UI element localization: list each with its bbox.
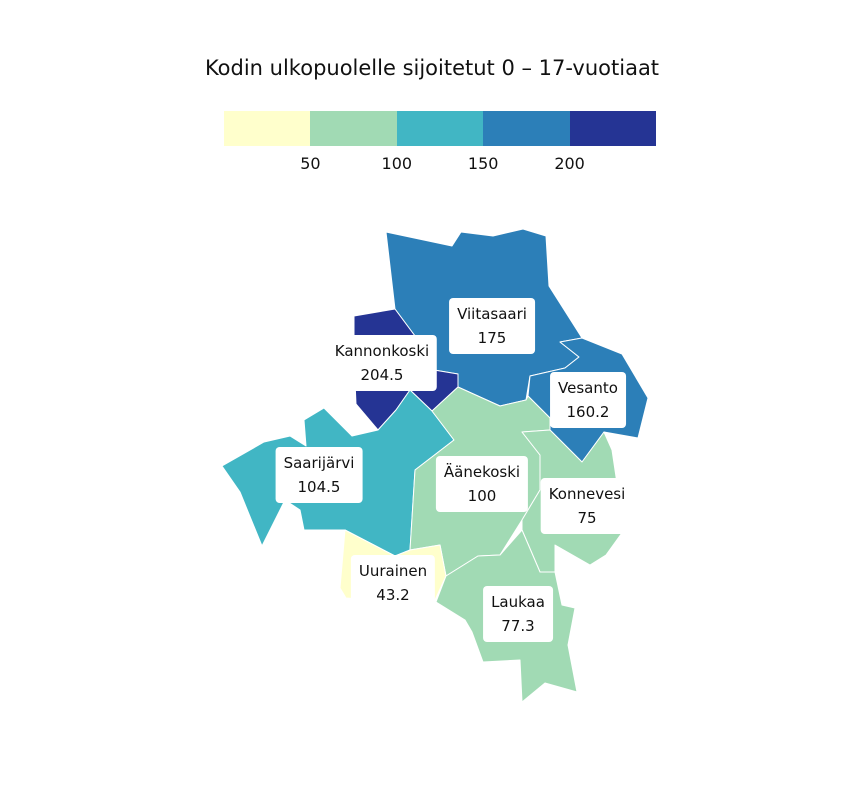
legend-tick-150: 150 <box>467 154 499 173</box>
label-konnevesi: Konnevesi 75 <box>540 478 634 534</box>
label-laukaa-name: Laukaa <box>491 593 545 611</box>
legend-bin-5 <box>569 111 657 146</box>
label-uurainen-value: 43.2 <box>376 586 410 604</box>
map-title: Kodin ulkopuolelle sijoitetut 0 – 17-vuo… <box>204 56 660 80</box>
label-kannonkoski: Kannonkoski 204.5 <box>326 335 438 391</box>
legend-bin-4 <box>483 111 570 146</box>
label-aanekoski: Äänekoski 100 <box>435 456 529 512</box>
legend-tick-50: 50 <box>300 154 321 173</box>
label-kannonkoski-value: 204.5 <box>360 366 404 384</box>
label-saarijarvi-value: 104.5 <box>297 478 341 496</box>
label-konnevesi-name: Konnevesi <box>548 485 626 503</box>
color-legend <box>224 111 657 146</box>
label-viitasaari-value: 175 <box>477 329 507 347</box>
label-vesanto-name: Vesanto <box>558 379 618 397</box>
label-vesanto-value: 160.2 <box>566 403 610 421</box>
label-vesanto: Vesanto 160.2 <box>550 372 626 428</box>
legend-ticks: 50 100 150 200 <box>224 154 656 176</box>
label-aanekoski-value: 100 <box>467 487 497 505</box>
label-uurainen-name: Uurainen <box>358 562 428 580</box>
label-laukaa-value: 77.3 <box>501 617 535 635</box>
label-viitasaari: Viitasaari 175 <box>449 298 535 354</box>
legend-bin-3 <box>396 111 484 146</box>
label-viitasaari-name: Viitasaari <box>457 305 527 323</box>
label-saarijarvi: Saarijärvi 104.5 <box>275 447 363 503</box>
label-kannonkoski-name: Kannonkoski <box>334 342 430 360</box>
label-laukaa: Laukaa 77.3 <box>483 586 553 642</box>
label-uurainen: Uurainen 43.2 <box>350 555 436 611</box>
legend-bin-1 <box>224 111 311 146</box>
legend-bin-2 <box>310 111 397 146</box>
label-saarijarvi-name: Saarijärvi <box>283 454 355 472</box>
label-konnevesi-value: 75 <box>577 509 597 527</box>
label-aanekoski-name: Äänekoski <box>443 463 521 481</box>
legend-tick-200: 200 <box>554 154 585 173</box>
legend-tick-100: 100 <box>381 154 413 173</box>
